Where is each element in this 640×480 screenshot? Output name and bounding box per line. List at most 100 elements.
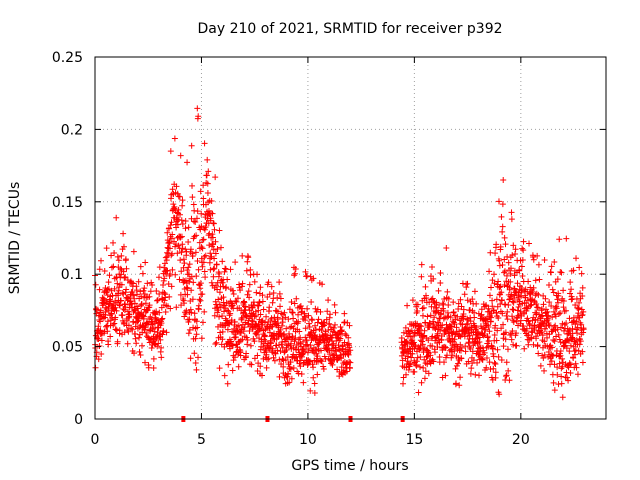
data-point (509, 327, 516, 334)
data-point (285, 316, 292, 323)
data-point (185, 330, 192, 337)
data-point (275, 341, 282, 348)
data-point (411, 368, 418, 375)
data-point (541, 351, 548, 358)
data-point (525, 278, 532, 285)
data-point (187, 246, 194, 253)
data-point (419, 338, 426, 345)
data-point (466, 332, 473, 339)
data-point (454, 313, 461, 320)
data-point (199, 319, 206, 326)
data-point (329, 361, 336, 368)
data-point (533, 301, 540, 308)
data-point (291, 338, 298, 345)
data-point (108, 311, 115, 318)
data-point (302, 334, 309, 341)
data-point (567, 361, 574, 368)
data-point (251, 278, 258, 285)
data-point (552, 313, 559, 320)
data-point (96, 286, 103, 293)
data-point (519, 257, 526, 264)
data-point (118, 252, 125, 259)
data-point (166, 245, 173, 252)
data-point (478, 355, 485, 362)
data-point (184, 291, 191, 298)
data-point (192, 359, 199, 366)
data-point (276, 290, 283, 297)
data-point (255, 360, 262, 367)
data-point (231, 354, 238, 361)
data-point (237, 287, 244, 294)
data-point (491, 359, 498, 366)
data-point (203, 172, 210, 179)
data-point (191, 310, 198, 317)
data-point (255, 335, 262, 342)
data-point (142, 259, 149, 266)
data-point (550, 308, 557, 315)
y-axis-label: SRMTID / TECUs (7, 182, 23, 295)
data-point (419, 305, 426, 312)
data-point (331, 321, 338, 328)
data-point (474, 348, 481, 355)
data-point (306, 358, 313, 365)
data-point (274, 294, 281, 301)
data-point (567, 290, 574, 297)
data-point (241, 324, 248, 331)
data-point (305, 345, 312, 352)
data-point (318, 347, 325, 354)
data-point (154, 297, 161, 304)
data-point (255, 307, 262, 314)
data-point (187, 306, 194, 313)
data-point (418, 323, 425, 330)
data-point (306, 320, 313, 327)
data-point (176, 193, 183, 200)
data-point (214, 286, 221, 293)
data-point (142, 324, 149, 331)
data-point (525, 341, 532, 348)
data-point (338, 364, 345, 371)
data-point (302, 325, 309, 332)
data-point (304, 349, 311, 356)
data-point (416, 363, 423, 370)
data-point (137, 351, 144, 358)
data-point (259, 292, 266, 299)
data-point (177, 257, 184, 264)
data-point (548, 358, 555, 365)
data-point (289, 309, 296, 316)
data-point (547, 269, 554, 276)
data-point (511, 292, 518, 299)
data-point (570, 343, 577, 350)
data-point (530, 253, 537, 260)
data-point (566, 315, 573, 322)
data-point (514, 280, 521, 287)
data-point (551, 361, 558, 368)
data-point (409, 297, 416, 304)
data-point (491, 280, 498, 287)
data-point (408, 354, 415, 361)
data-point (310, 275, 317, 282)
data-point (154, 343, 161, 350)
data-point (190, 279, 197, 286)
data-point (300, 338, 306, 345)
data-point (130, 292, 137, 299)
data-point (339, 342, 346, 349)
data-point (285, 370, 292, 377)
data-point (436, 354, 443, 361)
data-point (236, 346, 243, 353)
data-point (112, 326, 119, 333)
chart-title: Day 210 of 2021, SRMTID for receiver p39… (197, 21, 502, 37)
data-point (484, 333, 491, 340)
data-point (163, 329, 170, 336)
data-point (439, 300, 446, 307)
data-point (437, 269, 444, 276)
data-point (287, 359, 294, 366)
data-point (167, 222, 174, 229)
data-point (209, 234, 216, 241)
data-point (253, 289, 260, 296)
data-point (233, 298, 240, 305)
data-point (510, 341, 517, 348)
data-point (227, 345, 234, 352)
data-point (518, 263, 525, 270)
data-point (227, 310, 234, 317)
data-point (493, 309, 500, 316)
